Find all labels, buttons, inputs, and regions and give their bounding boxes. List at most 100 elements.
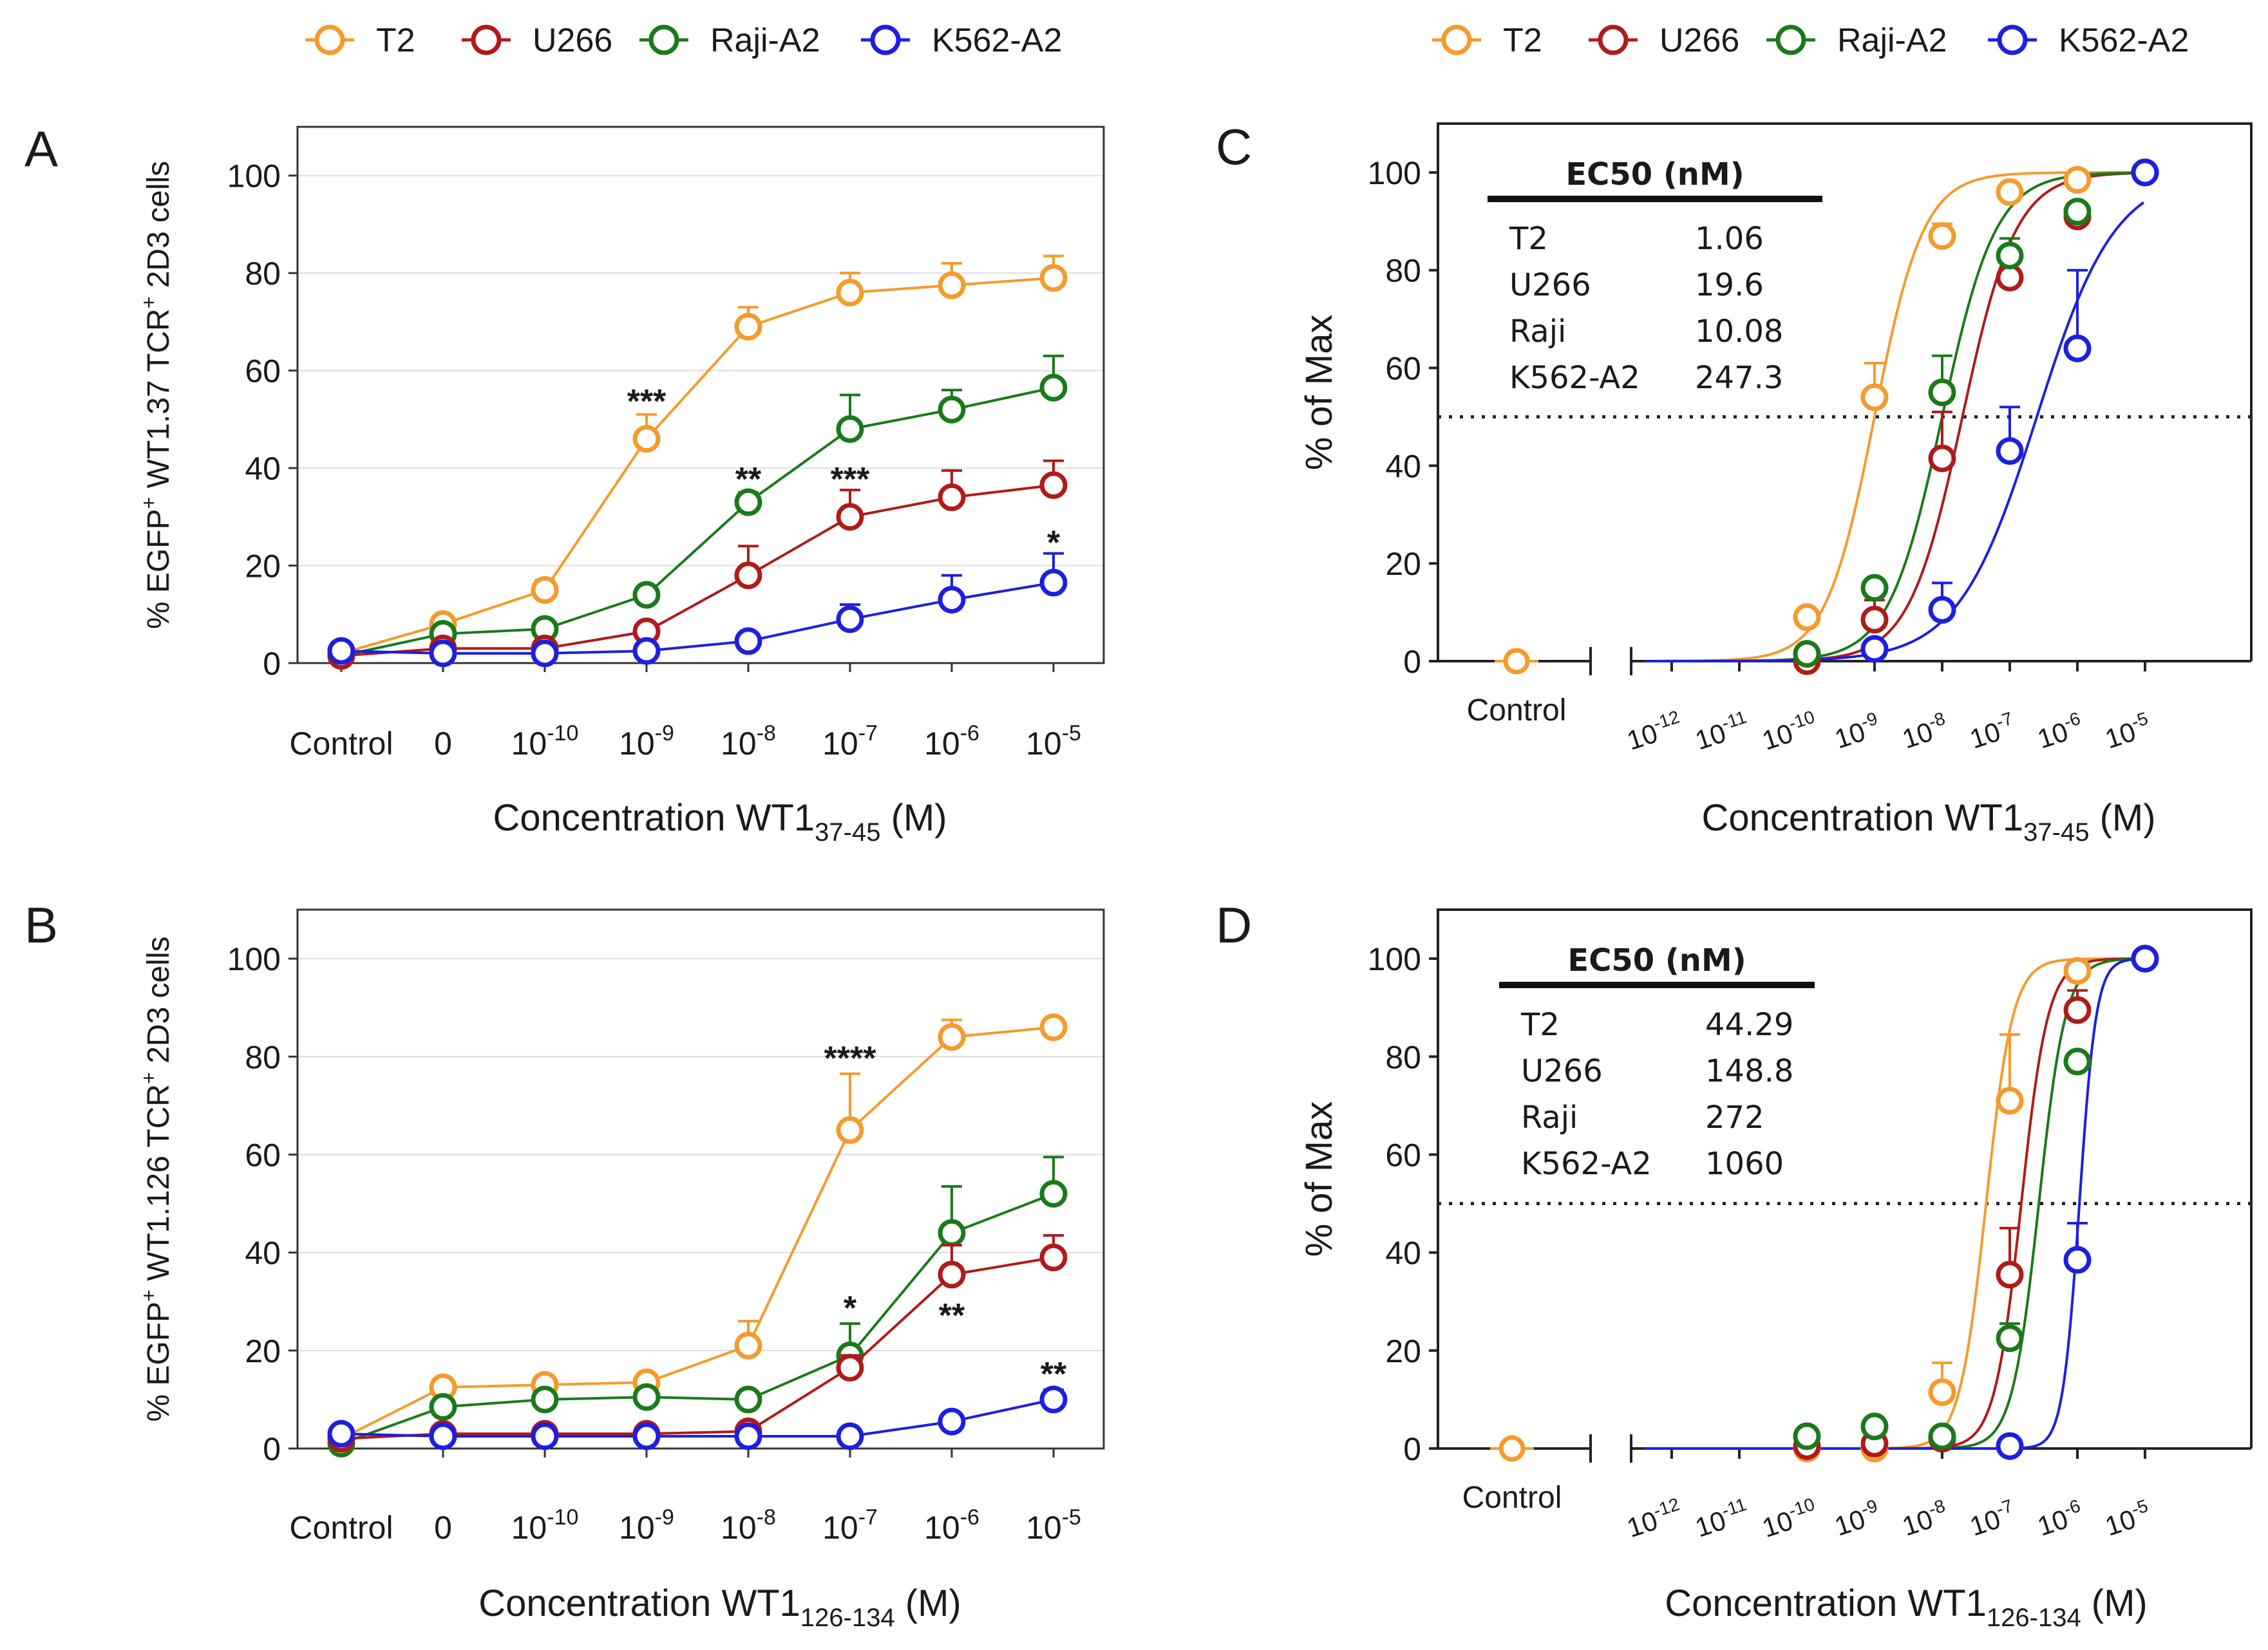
y-tick-label: 80	[1385, 253, 1421, 289]
x-tick-label: 10-12	[1622, 1494, 1686, 1543]
legend-marker-circle	[471, 24, 502, 55]
x-tick-exponent: -8	[757, 1505, 776, 1530]
y-tick-label: 80	[1385, 1039, 1421, 1075]
data-point	[734, 561, 762, 590]
data-point	[734, 1422, 762, 1450]
legend-label-k562-a2: K562-A2	[932, 22, 1062, 59]
x-tick-exponent: -6	[960, 721, 979, 745]
fit-curve-k562-a2	[1645, 957, 2144, 1450]
ec50-row-value: 44.29	[1705, 1007, 1793, 1043]
y-axis-label: % EGFP+ WT1.126 TCR+ 2D3 cells	[137, 936, 176, 1421]
x-tick-exponent: -7	[858, 721, 878, 745]
data-point	[1860, 1412, 1889, 1441]
x-tick-label: 10-6	[2033, 708, 2087, 755]
x-tick-label: 10-10	[1757, 1494, 1821, 1543]
series-line	[341, 581, 1054, 655]
data-point	[938, 1023, 966, 1051]
series-line	[341, 1192, 1054, 1445]
x-tick-exponent: -12	[1651, 1494, 1682, 1521]
x-tick-base: 10	[721, 726, 757, 762]
x-tick-base: 10	[619, 726, 655, 762]
x-tick-label: 10-11	[1690, 1494, 1753, 1543]
data-point	[734, 312, 762, 341]
y-axis-label: % of Max	[1298, 315, 1340, 471]
x-tick-base: 10	[924, 726, 960, 762]
x-label-part: Concentration WT1	[478, 1582, 800, 1624]
data-point	[632, 1422, 661, 1450]
ec50-table-header: EC50 (nM)	[1565, 156, 1744, 192]
y-tick-label: 20	[245, 548, 281, 585]
significance-marker: ***	[831, 461, 870, 498]
legend-label-raji-a2: Raji-A2	[710, 22, 820, 59]
y-tick-label: 0	[263, 646, 281, 682]
series-k562-a2	[1860, 158, 2159, 663]
ec50-row-name: Raji	[1521, 1100, 1578, 1136]
panel-d-chart: D 0 20 40 60 80 100 Control 10-12 10-11 10-10 10-9 1…	[1216, 897, 2253, 1632]
significance-marker: ****	[824, 1040, 877, 1077]
significance-marker: **	[939, 1297, 965, 1335]
y-label-part: 2D3 cells	[142, 161, 176, 297]
x-tick-label: 10-5	[1026, 1505, 1081, 1546]
y-axis-label: % of Max	[1298, 1102, 1340, 1257]
x-tick-exponent: -9	[655, 1505, 674, 1530]
legend-marker-circle	[314, 24, 345, 55]
data-point	[1928, 222, 1956, 250]
data-point	[1996, 1261, 2024, 1289]
legend-marker-circle	[648, 24, 679, 55]
data-point	[836, 415, 864, 444]
data-point	[327, 1420, 355, 1448]
y-label-part: WT1.126 TCR	[142, 1084, 176, 1289]
x-tick-label: 10-11	[1690, 707, 1753, 756]
x-tick-exponent: -10	[547, 721, 578, 745]
series-line	[341, 276, 1054, 655]
data-point	[1860, 383, 1889, 411]
x-axis-label: Concentration WT137-45 (M)	[493, 797, 947, 847]
x-tick-label: 10-10	[511, 721, 579, 762]
x-tick-base: 10	[511, 1510, 547, 1546]
y-tick-label: 60	[1385, 1137, 1421, 1173]
data-point	[2063, 996, 2092, 1024]
data-point	[1860, 605, 1889, 633]
y-tick-label: 0	[1403, 644, 1421, 680]
data-point	[836, 1353, 864, 1382]
panel-letter: B	[24, 897, 58, 953]
data-point	[1039, 264, 1068, 292]
y-tick-label: 60	[245, 1137, 281, 1173]
ec50-row-name: Raji	[1509, 314, 1566, 350]
x-tick-label: 10-10	[511, 1505, 579, 1546]
data-point	[938, 271, 966, 299]
legend-label-u266: U266	[533, 22, 612, 59]
y-label-superscript: +	[137, 1289, 160, 1302]
x-tick-base: 0	[434, 1510, 452, 1546]
data-point	[327, 637, 355, 665]
ec50-row-name: U266	[1509, 267, 1591, 303]
x-tick-exponent: -10	[1786, 1494, 1817, 1521]
y-tick-label: 40	[1385, 1235, 1421, 1271]
legend-marker-circle	[870, 24, 901, 55]
ec50-row-name: T2	[1509, 221, 1548, 257]
x-tick-label: 10-12	[1622, 707, 1686, 756]
x-tick-label: 10-5	[2101, 708, 2155, 755]
data-point	[938, 1407, 966, 1436]
legend-label-u266: U266	[1659, 22, 1739, 59]
data-point	[836, 1422, 864, 1450]
ec50-row-name: K562-A2	[1509, 360, 1640, 396]
panel-letter: D	[1216, 897, 1252, 953]
fit-curve-k562-a2	[1645, 201, 2145, 662]
series-line	[341, 1398, 1054, 1438]
x-label-part: (M)	[2081, 1582, 2148, 1624]
x-tick-exponent: -11	[1719, 1494, 1749, 1521]
data-point	[734, 627, 762, 655]
y-axis-label: % EGFP+ WT1.37 TCR+ 2D3 cells	[137, 161, 176, 629]
y-label-part: % EGFP	[142, 1302, 176, 1422]
x-tick-label: 10-5	[1026, 721, 1081, 762]
x-tick-label: 10-7	[822, 1505, 878, 1546]
x-label-part: (M)	[2089, 797, 2155, 839]
y-tick-label: 100	[227, 941, 281, 977]
data-point	[1039, 471, 1068, 500]
data-point	[531, 1422, 559, 1450]
x-tick-label: 10-6	[924, 721, 979, 762]
x-tick-base: 10	[511, 726, 547, 762]
x-label-subscript: 126-134	[1987, 1604, 2081, 1632]
